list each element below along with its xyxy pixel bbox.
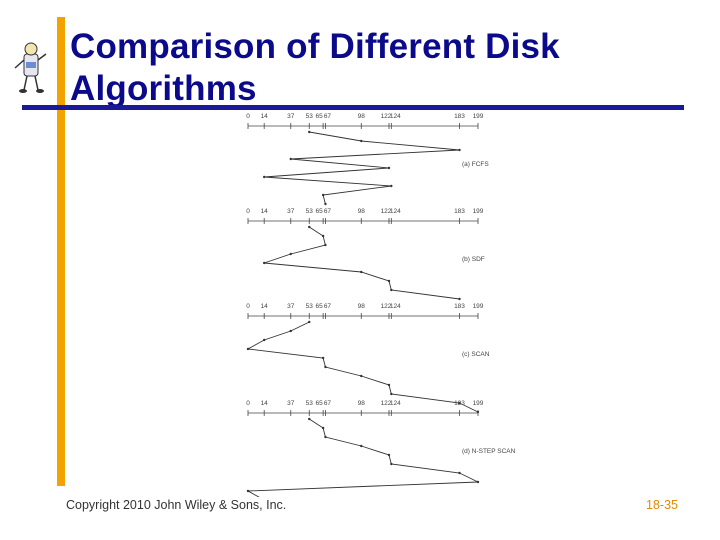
head-stop-point — [321, 356, 325, 360]
head-stop-point — [308, 320, 311, 324]
axis-tick-label: 122 — [381, 113, 392, 120]
axis-tick-label: 53 — [306, 400, 314, 407]
axis-tick-label: 67 — [324, 208, 332, 215]
head-stop-point — [308, 130, 311, 134]
algorithm-label: (c) SCAN — [462, 351, 490, 358]
page-number: 18-35 — [646, 498, 678, 512]
head-stop-point — [262, 338, 266, 342]
head-stop-point — [390, 462, 393, 466]
algorithm-label: (a) FCFS — [462, 161, 489, 168]
axis-tick-label: 14 — [261, 400, 269, 407]
head-movement-path — [264, 131, 460, 205]
head-stop-point — [360, 139, 363, 143]
axis-tick-label: 65 — [316, 113, 324, 120]
head-stop-point — [246, 347, 250, 351]
head-stop-point — [390, 288, 393, 292]
axis-tick-label: 65 — [316, 208, 324, 215]
head-stop-point — [321, 234, 325, 238]
axis-tick-label: 124 — [390, 113, 401, 120]
head-stop-point — [390, 392, 393, 396]
axis-tick-label: 183 — [454, 303, 465, 310]
axis-tick-label: 37 — [287, 208, 295, 215]
head-movement-path — [246, 418, 479, 497]
head-stop-point — [324, 365, 327, 369]
head-stop-point — [360, 270, 363, 274]
head-stop-point — [246, 489, 250, 493]
mascot-logo-icon — [14, 42, 47, 93]
head-stop-point — [476, 480, 480, 484]
head-stop-point — [262, 261, 266, 265]
axis-tick-label: 199 — [473, 303, 484, 310]
axis-tick-label: 122 — [381, 303, 392, 310]
axis-tick-label: 199 — [473, 208, 484, 215]
axis-tick-label: 98 — [358, 113, 366, 120]
axis-tick-label: 183 — [454, 208, 465, 215]
axis-tick-label: 98 — [358, 400, 366, 407]
head-stop-point — [360, 444, 363, 448]
axis-tick-label: 65 — [316, 400, 324, 407]
axis-tick-label: 199 — [473, 400, 484, 407]
head-stop-point — [387, 279, 391, 283]
head-stop-point — [289, 157, 292, 161]
head-stop-point — [387, 383, 391, 387]
axis-tick-label: 199 — [473, 113, 484, 120]
head-movement-path — [264, 226, 460, 300]
head-stop-point — [387, 453, 391, 457]
head-stop-point — [324, 243, 327, 247]
head-stop-point — [360, 374, 363, 378]
head-stop-point — [308, 417, 311, 421]
head-stop-point — [321, 426, 325, 430]
algorithm-label: (b) SDF — [462, 256, 485, 263]
accent-vertical-bar — [57, 17, 65, 486]
axis-tick-label: 0 — [246, 400, 250, 407]
axis-tick-label: 53 — [306, 113, 314, 120]
axis-tick-label: 67 — [324, 400, 332, 407]
slide-title: Comparison of Different Disk Algorithms — [70, 27, 560, 108]
head-stop-point — [387, 166, 391, 170]
axis-tick-label: 98 — [358, 208, 366, 215]
title-underline — [22, 105, 684, 110]
head-stop-point — [289, 252, 292, 256]
head-stop-point — [458, 471, 461, 475]
axis-tick-label: 122 — [381, 208, 392, 215]
head-stop-point — [324, 202, 327, 206]
head-stop-point — [458, 401, 461, 405]
axis-tick-label: 183 — [454, 400, 465, 407]
head-stop-point — [458, 148, 461, 152]
axis-tick-label: 37 — [287, 113, 295, 120]
axis-tick-label: 98 — [358, 303, 366, 310]
axis-tick-label: 183 — [454, 113, 465, 120]
head-stop-point — [289, 329, 292, 333]
axis-tick-label: 14 — [261, 303, 269, 310]
head-stop-point — [308, 225, 311, 229]
axis-tick-label: 0 — [246, 208, 250, 215]
axis-tick-label: 14 — [261, 113, 269, 120]
axis-tick-label: 67 — [324, 303, 332, 310]
axis-tick-label: 14 — [261, 208, 269, 215]
axis-tick-label: 37 — [287, 400, 295, 407]
axis-tick-label: 124 — [390, 400, 401, 407]
head-movement-path — [246, 321, 479, 413]
head-stop-point — [458, 297, 461, 301]
axis-tick-label: 0 — [246, 113, 250, 120]
axis-tick-label: 53 — [306, 303, 314, 310]
axis-tick-label: 53 — [306, 208, 314, 215]
axis-tick-label: 0 — [246, 303, 250, 310]
head-stop-point — [321, 193, 325, 197]
copyright-text: Copyright 2010 John Wiley & Sons, Inc. — [66, 498, 287, 512]
axis-tick-label: 67 — [324, 113, 332, 120]
algorithm-label: (d) N-STEP SCAN — [462, 448, 516, 455]
axis-tick-label: 65 — [316, 303, 324, 310]
axis-tick-label: 124 — [390, 303, 401, 310]
head-stop-point — [324, 435, 327, 439]
axis-tick-label: 124 — [390, 208, 401, 215]
head-stop-point — [262, 175, 266, 179]
axis-tick-label: 37 — [287, 303, 295, 310]
axis-tick-label: 122 — [381, 400, 392, 407]
head-stop-point — [390, 184, 393, 188]
